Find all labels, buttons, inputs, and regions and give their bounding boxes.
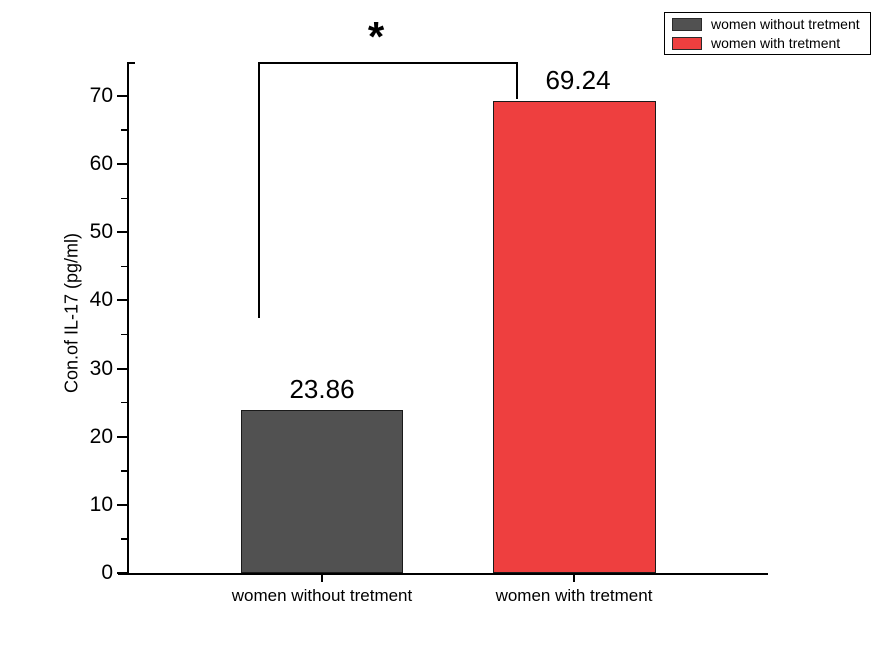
- y-axis-tick-label: 60: [89, 152, 113, 176]
- value-label-without-tretment: 23.86: [289, 374, 355, 405]
- legend-item-label: women without tretment: [711, 16, 860, 32]
- x-category-label-without-tretment: women without tretment: [231, 586, 413, 605]
- bar-women-without-tretment: [241, 410, 403, 573]
- value-label-with-tretment: 69.24: [545, 65, 611, 96]
- significance-bracket-right: [516, 62, 518, 99]
- y-axis-minor-tick: [121, 538, 128, 540]
- legend-item: women with tretment: [665, 34, 870, 53]
- x-axis-tick-with-tretment: [573, 575, 575, 582]
- legend: women without tretment women with tretmen…: [664, 12, 871, 55]
- y-axis-major-tick: [117, 231, 128, 234]
- x-axis-tick-without-tretment: [321, 575, 323, 582]
- y-axis-major-tick: [117, 95, 128, 98]
- y-axis-minor-tick: [121, 470, 128, 472]
- legend-color-swatch: [672, 36, 702, 50]
- significance-bracket-top: [258, 62, 517, 64]
- y-axis-major-tick: [117, 163, 128, 166]
- legend-item: women without tretment: [665, 15, 870, 34]
- y-axis-major-tick: [117, 572, 128, 574]
- y-axis-major-tick: [117, 435, 128, 438]
- y-axis-major-tick: [117, 367, 128, 370]
- bar-women-with-tretment: [493, 101, 656, 573]
- y-axis-tick-label: 70: [89, 84, 113, 108]
- x-axis-line: [118, 573, 768, 575]
- y-axis-tick-label: 40: [89, 288, 113, 312]
- y-axis-major-tick: [117, 503, 128, 506]
- legend-color-swatch: [672, 17, 702, 31]
- y-axis-minor-tick: [121, 401, 128, 404]
- y-axis-line: [127, 62, 129, 575]
- y-axis-minor-tick: [121, 129, 128, 131]
- x-category-label-with-tretment: women with tretment: [495, 586, 653, 605]
- significance-bracket-left: [258, 62, 260, 318]
- y-axis-tick-label: 30: [89, 356, 113, 380]
- y-axis-minor-tick: [121, 265, 128, 268]
- significance-asterisk: *: [367, 13, 385, 60]
- y-axis-minor-tick: [121, 197, 128, 200]
- y-axis-tick-label: 10: [89, 492, 113, 516]
- y-axis-major-tick: [117, 299, 128, 302]
- y-axis-tick-label: 20: [89, 424, 113, 448]
- y-axis-tick-label: 0: [101, 561, 113, 584]
- y-axis-tick-label: 50: [89, 220, 113, 244]
- y-axis-minor-tick: [121, 333, 128, 336]
- legend-item-label: women with tretment: [711, 35, 841, 51]
- y-axis-top-tick: [129, 62, 135, 64]
